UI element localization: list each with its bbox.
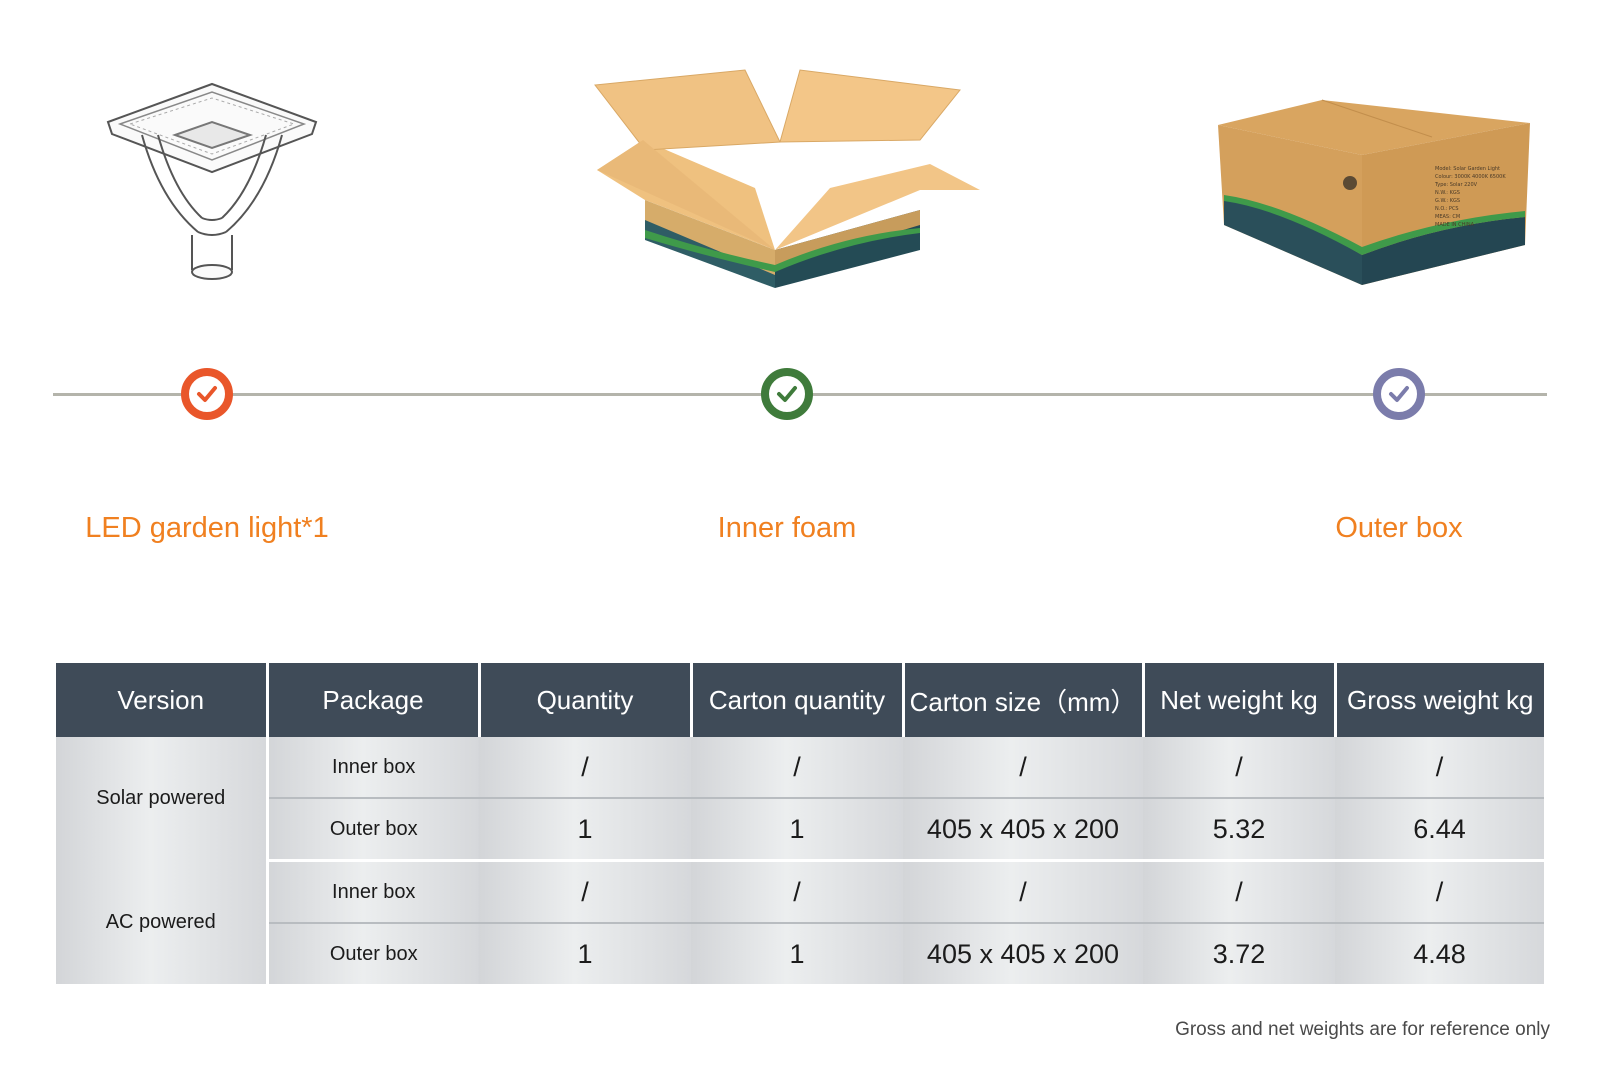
quantity-cell: / (479, 737, 691, 799)
carton-quantity-cell: / (691, 860, 903, 924)
svg-text:N.O.: PCS: N.O.: PCS (1435, 206, 1459, 212)
svg-text:N.W.: KGS: N.W.: KGS (1435, 190, 1460, 196)
column-header-carton-quantity: Carton quantity (691, 663, 905, 737)
svg-text:MADE IN CHINA: MADE IN CHINA (1435, 222, 1475, 228)
svg-text:Model: Solar Garden Light: Model: Solar Garden Light (1435, 166, 1500, 172)
package-cell: Inner box (267, 737, 479, 799)
table-row: Outer box 1 1 405 x 405 x 200 3.72 4.48 (56, 923, 1544, 984)
net-weight-cell: 5.32 (1143, 798, 1335, 862)
column-header-carton-size: Carton size（mm） (903, 663, 1145, 737)
box-print-text: Model: Solar Garden Light Colour: 3000K … (1434, 166, 1506, 228)
net-weight-cell: / (1143, 737, 1335, 799)
column-header-version: Version (56, 663, 269, 737)
carton-size-cell: 405 x 405 x 200 (903, 923, 1143, 984)
column-header-quantity: Quantity (479, 663, 693, 737)
svg-text:G.W.: KGS: G.W.: KGS (1435, 198, 1460, 204)
step-1-check-icon (181, 368, 233, 420)
led-garden-light-illustration (106, 82, 318, 280)
step-2-check-icon (761, 368, 813, 420)
table-row: AC powered Inner box / / / / / (56, 860, 1544, 984)
carton-quantity-cell: / (691, 737, 903, 799)
table-row: Outer box 1 1 405 x 405 x 200 5.32 6.44 (56, 798, 1544, 862)
quantity-cell: 1 (479, 923, 691, 984)
package-cell: Inner box (267, 860, 479, 924)
net-weight-cell: / (1143, 860, 1335, 924)
table-header-row: Version Package Quantity Carton quantity… (56, 663, 1544, 737)
carton-size-cell: 405 x 405 x 200 (903, 798, 1143, 862)
table-row: Solar powered Inner box / / / / / (56, 737, 1544, 861)
carton-quantity-cell: 1 (691, 798, 903, 862)
step-label-led-garden-light: LED garden light*1 (85, 512, 329, 544)
outer-box-illustration: Model: Solar Garden Light Colour: 3000K … (1218, 99, 1530, 285)
svg-text:Colour: 3000K 4000K 6500K: Colour: 3000K 4000K 6500K (1435, 174, 1506, 180)
carton-quantity-cell: 1 (691, 923, 903, 984)
svg-text:MEAS: CM: MEAS: CM (1435, 214, 1460, 220)
column-header-package: Package (267, 663, 481, 737)
package-cell: Outer box (267, 798, 479, 862)
svg-text:Type: Solar 220V: Type: Solar 220V (1434, 182, 1478, 188)
column-header-net-weight: Net weight kg (1143, 663, 1337, 737)
weights-footnote: Gross and net weights are for reference … (1175, 1019, 1550, 1040)
quantity-cell: / (479, 860, 691, 924)
packaging-spec-table: Version Package Quantity Carton quantity… (56, 663, 1544, 984)
carton-size-cell: / (903, 737, 1143, 799)
step-label-outer-box: Outer box (1335, 512, 1463, 544)
package-cell: Outer box (267, 923, 479, 984)
quantity-cell: 1 (479, 798, 691, 862)
gross-weight-cell: / (1335, 860, 1544, 924)
carton-size-cell: / (903, 860, 1143, 924)
version-cell: AC powered (56, 860, 269, 984)
gross-weight-cell: / (1335, 737, 1544, 799)
version-cell: Solar powered (56, 737, 269, 861)
step-label-inner-foam: Inner foam (717, 512, 857, 544)
step-3-check-icon (1373, 368, 1425, 420)
inner-foam-open-box-illustration (594, 69, 980, 288)
gross-weight-cell: 4.48 (1335, 923, 1544, 984)
gross-weight-cell: 6.44 (1335, 798, 1544, 862)
net-weight-cell: 3.72 (1143, 923, 1335, 984)
column-header-gross-weight: Gross weight kg (1335, 663, 1544, 737)
